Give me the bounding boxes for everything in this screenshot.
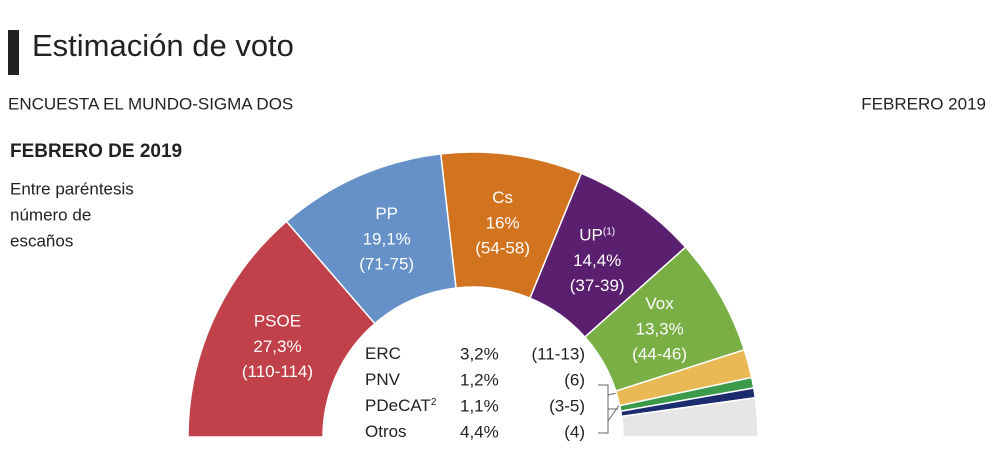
segment-name-text: PSOE: [254, 312, 301, 331]
note-line: número de: [10, 205, 91, 224]
legend-name-text: ERC: [365, 344, 401, 363]
legend-name-text: Otros: [365, 422, 407, 441]
segment: [187, 220, 376, 438]
segment-name: UP(1): [579, 226, 615, 245]
seats-label: (54-58): [475, 239, 530, 258]
seats-label: (37-39): [570, 276, 625, 295]
value-label: 14,4%: [573, 251, 621, 270]
segment-name: PP: [375, 205, 398, 224]
segment: [620, 396, 759, 438]
bracket: [598, 384, 623, 434]
legend-name: ERC: [365, 344, 401, 363]
value-label: 16%: [486, 214, 520, 233]
segment-name-text: PP: [375, 205, 398, 224]
legend-note: 2: [431, 397, 437, 408]
date: FEBRERO 2019: [861, 94, 986, 113]
segment-name: Cs: [492, 189, 513, 208]
legend-name: PDeCAT2: [365, 396, 437, 415]
segment-name-text: Vox: [645, 295, 674, 314]
value-label: 27,3%: [253, 337, 301, 356]
value-label: 13,3%: [635, 320, 683, 339]
legend-seats: (6): [564, 370, 585, 389]
seats-label: (44-46): [632, 345, 687, 364]
legend-value: 4,4%: [460, 422, 499, 441]
seats-label: (71-75): [359, 255, 414, 274]
value-label: 19,1%: [363, 230, 411, 249]
legend-value: 1,1%: [460, 396, 499, 415]
segment-note: (1): [603, 226, 615, 237]
legend-value: 1,2%: [460, 370, 499, 389]
subtitle: ENCUESTA EL MUNDO-SIGMA DOS: [8, 94, 293, 113]
legend-seats: (3-5): [549, 396, 585, 415]
seats-label: (110-114): [242, 362, 313, 381]
heading: FEBRERO DE 2019: [10, 141, 182, 162]
segment-name-text: Cs: [492, 189, 513, 208]
chart-title: Estimación de voto: [32, 28, 294, 63]
segment-name: PSOE: [254, 312, 301, 331]
legend-name: Otros: [365, 422, 407, 441]
legend-value: 3,2%: [460, 344, 499, 363]
title-bar: [8, 30, 19, 75]
legend-seats: (11-13): [531, 344, 585, 363]
legend-name-text: PNV: [365, 370, 401, 389]
note-line: escaños: [10, 231, 73, 250]
segment-name: Vox: [645, 295, 674, 314]
legend-name: PNV: [365, 370, 401, 389]
note-line: Entre paréntesis: [10, 179, 134, 198]
legend-name-text: PDeCAT: [365, 396, 431, 415]
segment-name-text: UP: [579, 226, 603, 245]
legend-seats: (4): [564, 422, 585, 441]
